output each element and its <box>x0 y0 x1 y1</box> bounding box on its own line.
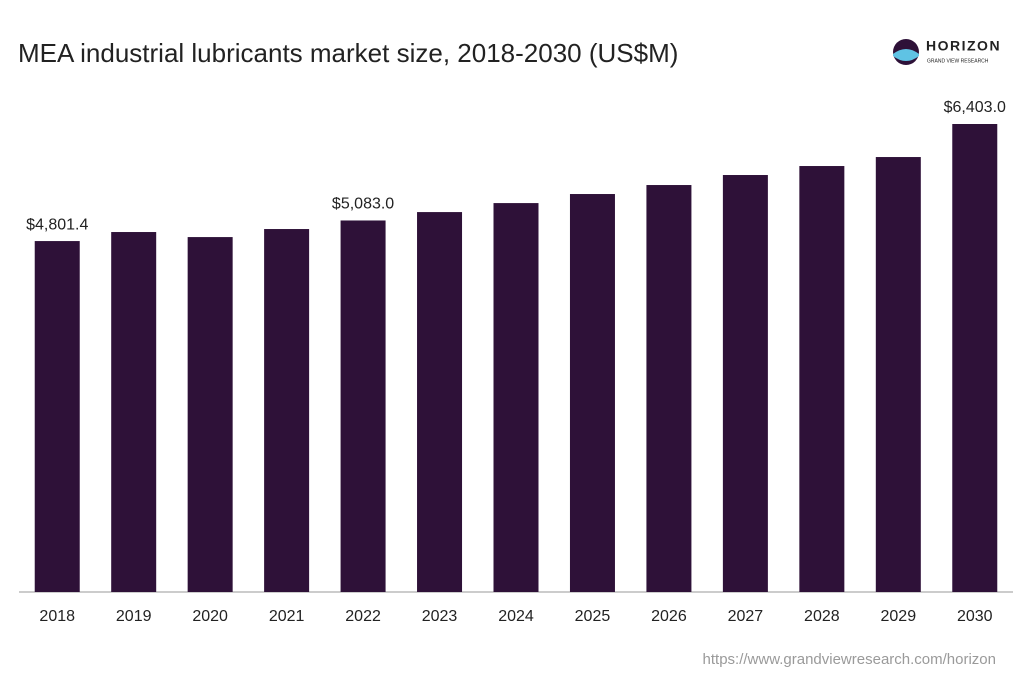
bar <box>569 194 615 592</box>
x-tick-label: 2026 <box>651 608 687 625</box>
value-label: $4,801.4 <box>26 216 88 233</box>
bar <box>646 185 692 592</box>
bar <box>34 241 80 592</box>
x-tick-label: 2023 <box>422 608 458 625</box>
logo-text: HORIZON <box>926 38 1001 54</box>
bar <box>340 220 386 592</box>
value-label: $6,403.0 <box>944 99 1006 116</box>
chart-title: MEA industrial lubricants market size, 2… <box>18 38 678 68</box>
x-tick-label: 2022 <box>345 608 381 625</box>
value-label: $5,083.0 <box>332 196 394 213</box>
x-tick-label: 2028 <box>804 608 840 625</box>
x-tick-label: 2025 <box>575 608 611 625</box>
bar <box>799 166 845 593</box>
logo-subtitle: GRAND VIEW RESEARCH <box>927 58 989 64</box>
bar <box>264 229 310 593</box>
x-tick-label: 2018 <box>39 608 75 625</box>
x-tick-label: 2021 <box>269 608 305 625</box>
x-tick-label: 2024 <box>498 608 534 625</box>
x-tick-label: 2027 <box>728 608 764 625</box>
x-tick-label: 2030 <box>957 608 993 625</box>
bar <box>417 212 463 592</box>
x-tick-label: 2020 <box>192 608 228 625</box>
logo-wave <box>893 49 919 61</box>
bar <box>875 157 921 592</box>
x-tick-label: 2019 <box>116 608 152 625</box>
bar <box>187 237 233 593</box>
bar <box>493 203 539 593</box>
bar <box>111 232 157 592</box>
bar <box>722 175 768 592</box>
bar <box>952 124 998 592</box>
logo: HORIZON GRAND VIEW RESEARCH <box>893 38 1001 65</box>
x-tick-label: 2029 <box>881 608 917 625</box>
source: https://www.grandviewresearch.com/horizo… <box>703 651 996 668</box>
